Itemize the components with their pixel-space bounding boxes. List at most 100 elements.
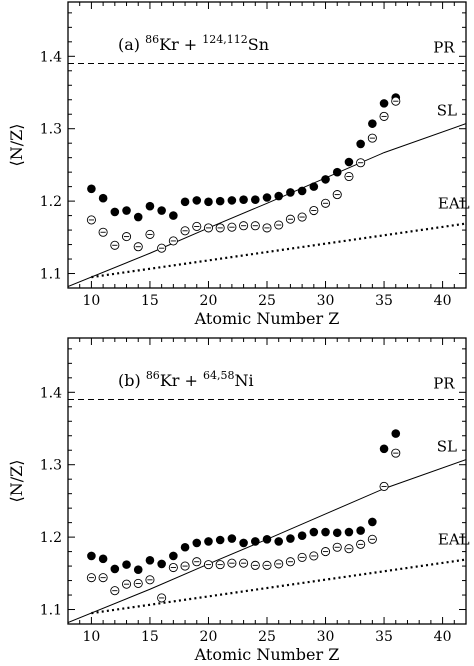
data-point-filled: [133, 212, 143, 222]
data-point-filled: [356, 526, 365, 535]
data-point-filled: [180, 197, 190, 207]
data-point-filled: [262, 534, 272, 544]
projectile-mass: 86: [146, 369, 160, 382]
plot-area: [68, 63, 466, 288]
projectile-mass: 86: [145, 33, 159, 46]
y-tick-label: 1.3: [40, 122, 62, 138]
data-point-filled: [145, 201, 155, 211]
data-point-filled: [274, 191, 284, 201]
data-point-filled: [180, 542, 190, 552]
plot-area: [68, 399, 466, 624]
target: Ni: [235, 371, 254, 390]
x-tick-label: 35: [375, 629, 393, 645]
data-point-filled: [262, 193, 272, 202]
projectile: Kr +: [160, 371, 203, 390]
data-point-filled: [110, 207, 120, 217]
reference-label-eal: EAL: [438, 530, 470, 548]
x-tick-label: 20: [200, 629, 218, 645]
x-tick-label: 15: [141, 629, 159, 645]
x-axis-label: Atomic Number Z: [194, 645, 340, 664]
reference-line-sl: [68, 123, 466, 288]
reference-label-pr: PR: [433, 375, 455, 393]
data-point-filled: [286, 534, 295, 543]
data-point-filled: [321, 175, 330, 184]
data-point-filled: [309, 527, 319, 537]
panel-label: (a): [118, 35, 145, 54]
panel-a: 10 15 20 25 30 35 40 1.1 1.2 1.3 1.4 Atomic Number …: [7, 1, 470, 328]
x-tick-label: 25: [258, 293, 276, 309]
data-point-filled: [368, 119, 377, 128]
x-tick-label: 30: [317, 629, 335, 645]
data-point-filled: [344, 157, 354, 167]
y-tick-label: 1.4: [40, 49, 62, 65]
reference-label-sl: SL: [437, 102, 457, 120]
x-tick-label: 40: [434, 293, 452, 309]
data-point-filled: [122, 206, 131, 215]
y-tick-label: 1.1: [40, 603, 62, 619]
data-point-filled: [227, 196, 237, 205]
data-point-filled: [145, 555, 155, 565]
y-axis-label: ⟨N/Z⟩: [7, 460, 26, 503]
y-axis-label: ⟨N/Z⟩: [7, 124, 26, 167]
data-point-filled: [157, 206, 166, 215]
data-point-filled: [250, 537, 260, 546]
data-point-filled: [332, 167, 342, 177]
reference-line-eal: [91, 558, 466, 615]
data-point-filled: [321, 527, 330, 537]
data-point-filled: [192, 196, 202, 205]
reference-label-pr: PR: [433, 39, 455, 57]
x-tick-label: 10: [82, 629, 100, 645]
data-point-filled: [286, 188, 295, 197]
data-point-filled: [98, 554, 108, 564]
target-mass: 124,112: [202, 33, 248, 46]
data-point-filled: [157, 559, 166, 569]
data-point-filled: [87, 184, 96, 194]
data-point-filled: [122, 560, 131, 569]
data-point-filled: [379, 444, 389, 454]
data-point-filled: [110, 564, 120, 574]
data-point-filled: [98, 193, 108, 203]
x-tick-label: 30: [317, 293, 335, 309]
x-tick-label: 15: [141, 293, 159, 309]
y-tick-label: 1.3: [40, 458, 62, 474]
data-point-filled: [169, 551, 178, 561]
data-point-filled: [250, 195, 260, 204]
target: Sn: [248, 35, 269, 54]
data-point-filled: [204, 537, 213, 546]
data-point-filled: [274, 537, 284, 546]
data-point-filled: [192, 538, 202, 548]
target-mass: 64,58: [203, 369, 235, 382]
data-point-filled: [368, 517, 377, 527]
data-point-filled: [169, 211, 178, 220]
data-point-filled: [332, 528, 342, 538]
reference-label-eal: EAL: [438, 194, 470, 212]
data-point-filled: [309, 182, 319, 191]
y-tick-label: 1.4: [40, 385, 62, 401]
projectile: Kr +: [159, 35, 202, 54]
x-tick-label: 35: [375, 293, 393, 309]
data-point-filled: [133, 565, 143, 574]
x-tick-label: 20: [200, 293, 218, 309]
x-tick-label: 25: [258, 629, 276, 645]
data-point-filled: [344, 527, 354, 537]
y-tick-label: 1.1: [40, 267, 62, 283]
data-point-filled: [239, 195, 248, 204]
data-point-filled: [227, 534, 237, 543]
panel-title: (b) 86Kr + 64,58Ni: [118, 369, 254, 390]
panel-b: 10 15 20 25 30 35 40 1.1 1.2 1.3 1.4 Atomic Number …: [7, 337, 470, 664]
data-point-filled: [356, 139, 365, 149]
data-point-filled: [215, 535, 225, 545]
data-point-filled: [239, 538, 248, 548]
data-point-filled: [87, 551, 96, 561]
data-point-filled: [215, 196, 225, 206]
x-tick-label: 40: [434, 629, 452, 645]
data-point-filled: [379, 99, 389, 108]
panel-label: (b): [118, 371, 146, 390]
panel-title: (a) 86Kr + 124,112Sn: [118, 33, 269, 54]
data-point-filled: [391, 429, 401, 438]
x-tick-label: 10: [82, 293, 100, 309]
data-point-filled: [297, 531, 307, 540]
data-point-filled: [297, 186, 307, 196]
y-tick-label: 1.2: [40, 194, 62, 210]
